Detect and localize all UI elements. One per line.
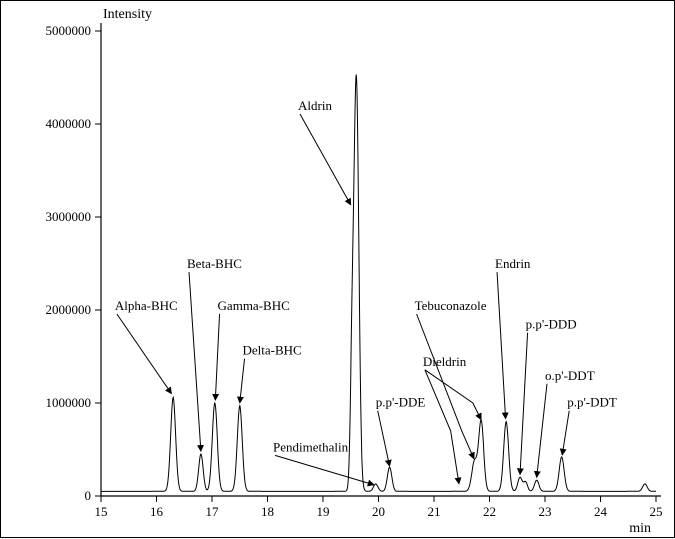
- x-tick-label: 21: [428, 504, 441, 519]
- y-tick-label: 3000000: [46, 209, 92, 224]
- peak-label-pendi: Pendimethalin: [273, 439, 349, 454]
- annotation-arrow: [425, 370, 481, 420]
- y-tick-label: 2000000: [46, 302, 92, 317]
- y-tick-label: 0: [85, 488, 92, 503]
- x-tick-label: 16: [150, 504, 164, 519]
- peak-label-endrin: Endrin: [495, 256, 531, 271]
- peak-label-aldrin: Aldrin: [298, 98, 332, 113]
- chromatogram-chart: 15 16 17 18 19 20 21 22 23 24 25 0 1000000 2000000 300…: [1, 1, 675, 539]
- x-axis-label: min: [629, 521, 651, 536]
- annotation-arrow: [275, 455, 374, 484]
- peak-label-diel: Dieldrin: [423, 354, 467, 369]
- annotation-arrow: [378, 411, 390, 467]
- peak-label-delta: Delta-BHC: [243, 343, 302, 358]
- peak-label-ddd: p.p'-DDD: [526, 317, 577, 332]
- annotation-arrow: [117, 314, 172, 394]
- x-tick-label: 17: [206, 504, 220, 519]
- y-tick-label: 5000000: [46, 23, 92, 38]
- annotation-arrow: [300, 114, 351, 205]
- chromatogram-trace: [101, 75, 656, 492]
- peak-label-ppddt: p.p'-DDT: [567, 395, 617, 410]
- annotation-arrow: [562, 411, 569, 455]
- x-tick-label: 23: [539, 504, 552, 519]
- peak-label-beta: Beta-BHC: [187, 256, 242, 271]
- annotation-arrow: [240, 359, 245, 403]
- y-tick-label: 4000000: [46, 116, 92, 131]
- annotation-arrow: [189, 272, 201, 451]
- y-tick-label: 1000000: [46, 395, 92, 410]
- annotation-arrow: [537, 384, 547, 478]
- x-tick-label: 22: [483, 504, 496, 519]
- y-axis-label: Intensity: [103, 7, 152, 22]
- peak-label-opddt: o.p'-DDT: [545, 368, 595, 383]
- x-tick-label: 24: [594, 504, 608, 519]
- peak-label-gamma: Gamma-BHC: [218, 298, 290, 313]
- chart-frame: 15 16 17 18 19 20 21 22 23 24 25 0 1000000 2000000 300…: [0, 0, 675, 538]
- peak-label-tebu: Tebuconazole: [415, 298, 487, 313]
- annotation-arrow: [425, 370, 459, 484]
- annotation-arrow: [497, 272, 506, 419]
- x-tick-label: 25: [650, 504, 663, 519]
- x-tick-label: 18: [261, 504, 274, 519]
- annotation-arrow: [417, 314, 474, 459]
- x-tick-label: 15: [95, 504, 108, 519]
- annotation-arrow: [520, 333, 528, 475]
- peak-label-alpha: Alpha-BHC: [115, 298, 178, 313]
- annotation-arrow: [215, 314, 219, 400]
- x-tick-label: 20: [372, 504, 385, 519]
- x-tick-label: 19: [317, 504, 330, 519]
- peak-label-dde: p.p'-DDE: [376, 395, 426, 410]
